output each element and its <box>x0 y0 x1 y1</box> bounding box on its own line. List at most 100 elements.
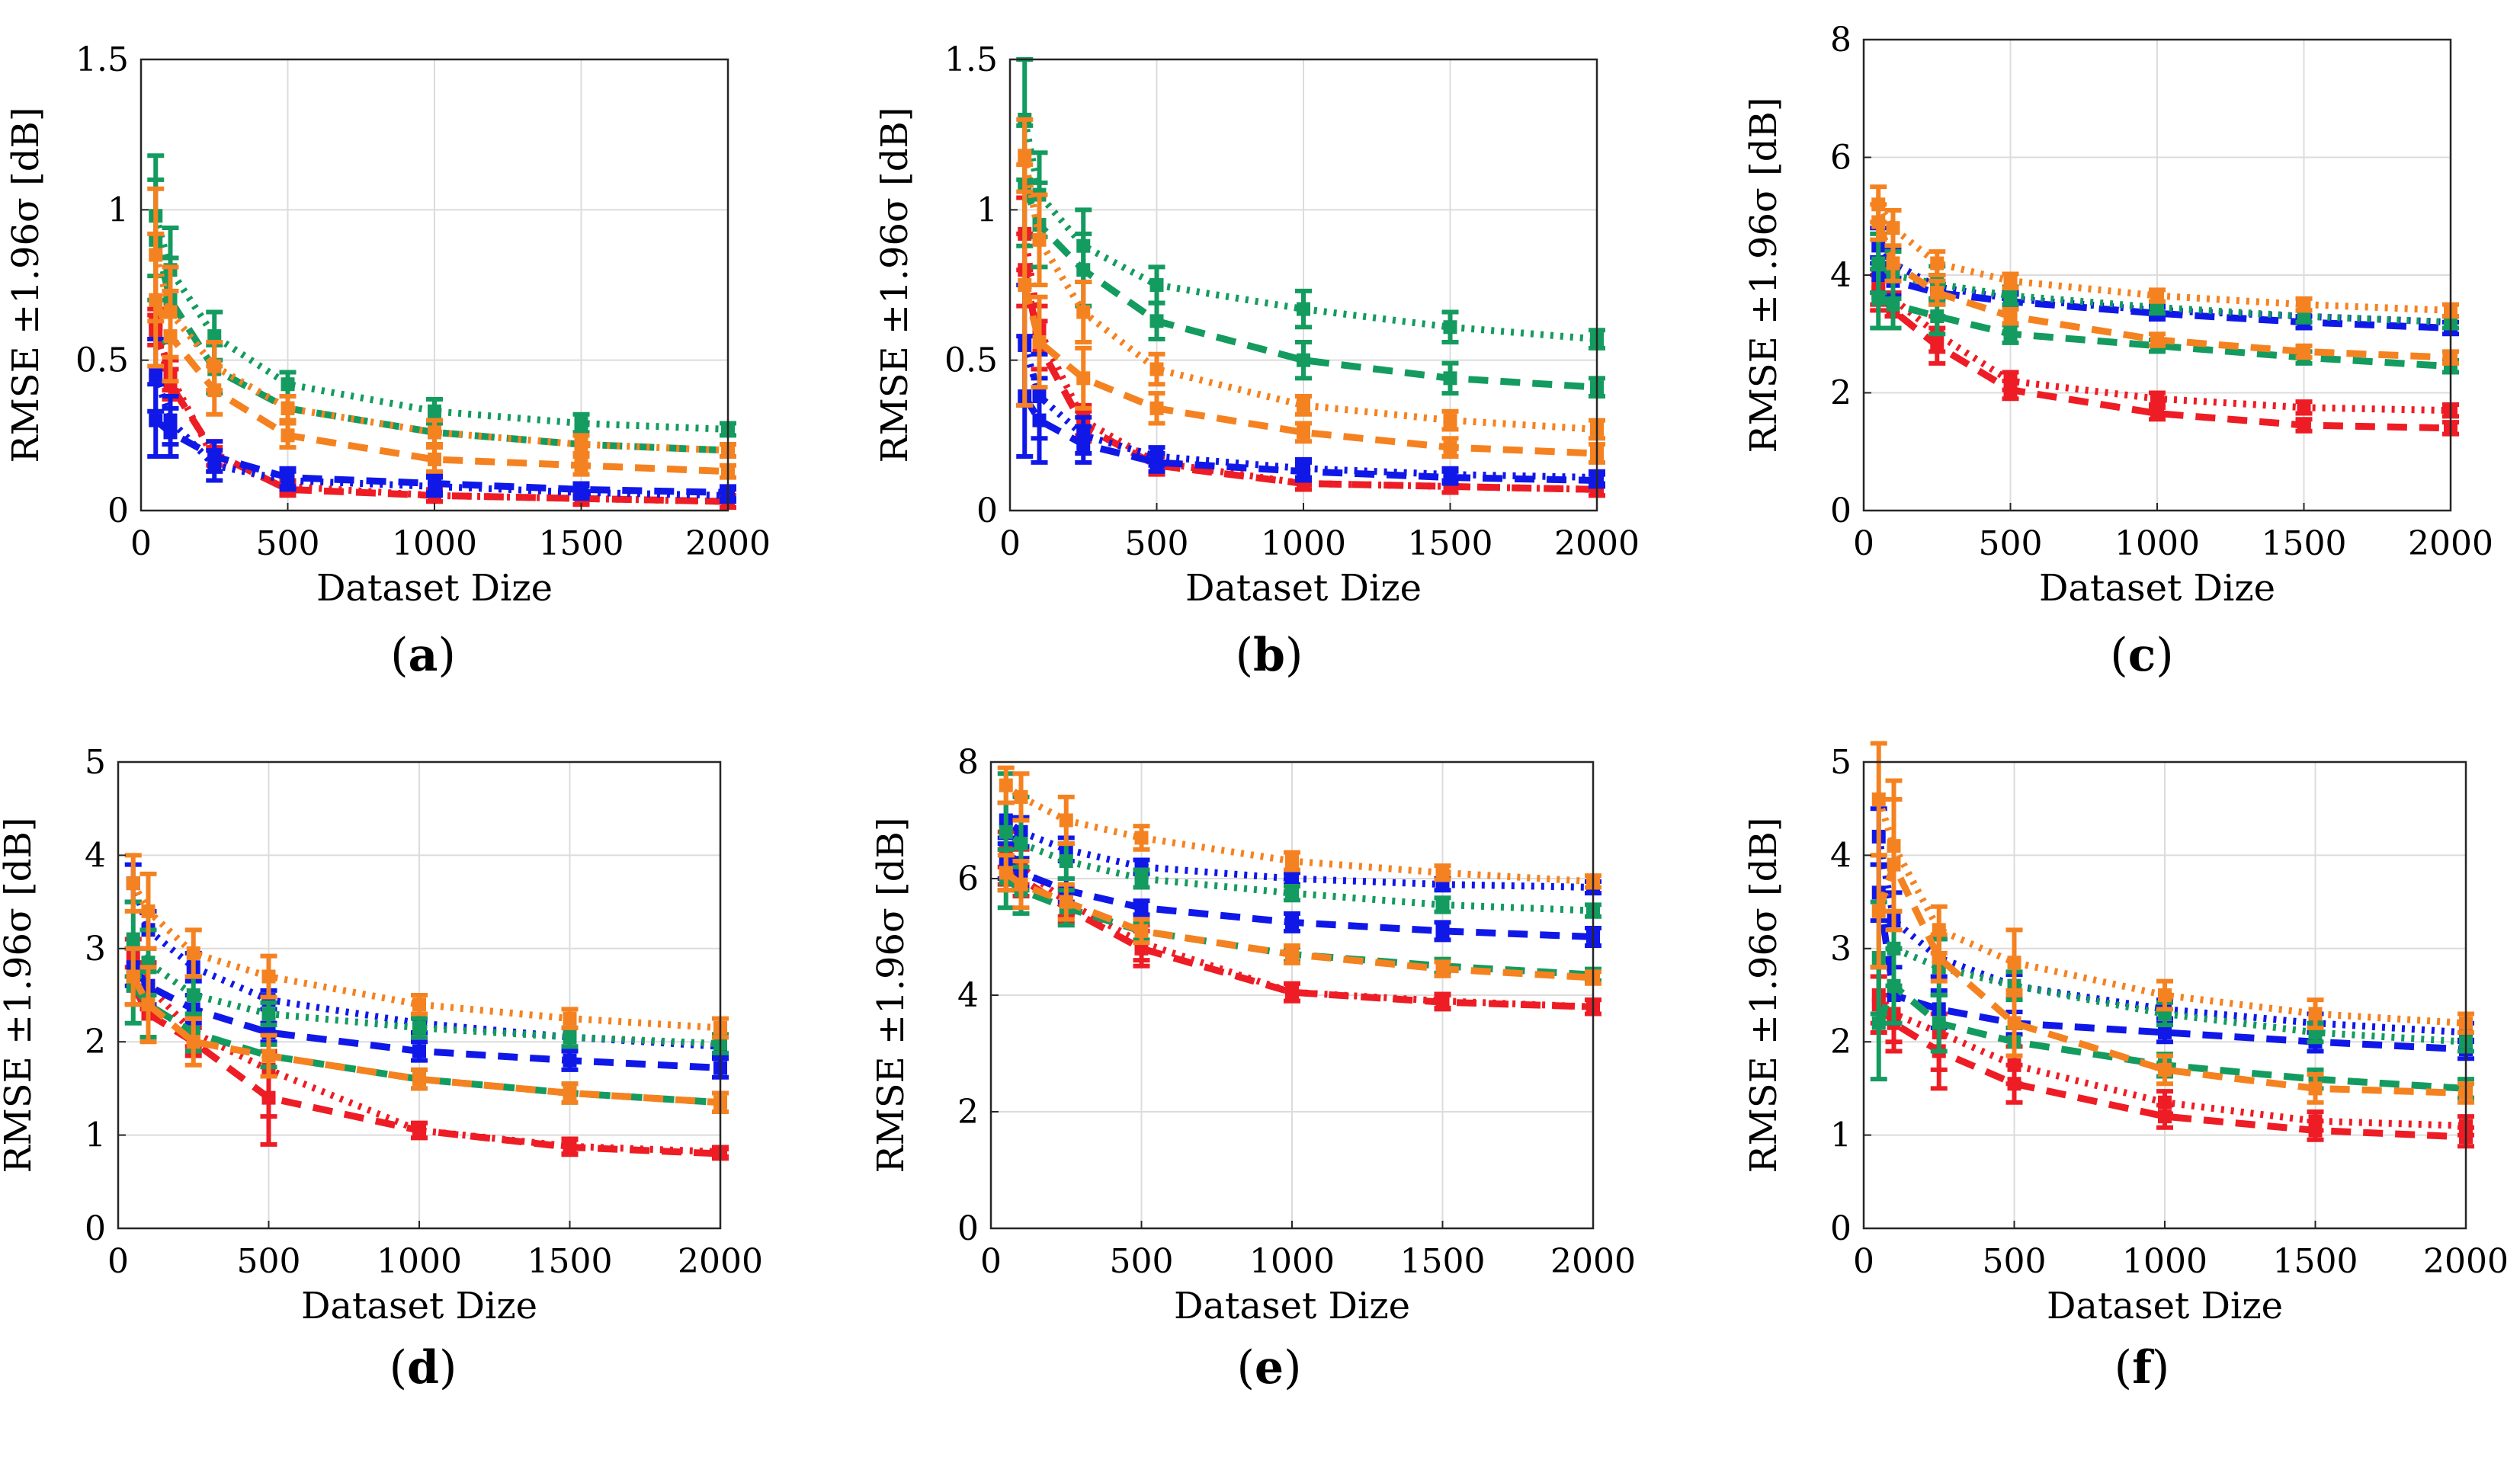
data-point <box>563 1140 577 1154</box>
data-point <box>412 1044 426 1058</box>
x-tick-label: 1500 <box>1408 524 1493 563</box>
data-point <box>1149 401 1164 415</box>
y-tick-label: 4 <box>1830 256 1852 295</box>
data-point <box>1059 813 1073 828</box>
data-point <box>126 876 140 891</box>
data-point <box>2297 297 2311 312</box>
data-point <box>1887 978 1901 993</box>
data-point <box>563 1011 577 1026</box>
data-point <box>2308 1007 2323 1021</box>
data-point <box>2158 1109 2172 1124</box>
chart-panel-d: 0 500 1000 1500 2000 0 1 2 3 4 5 Dataset Dize RMSE ±… <box>0 743 763 1394</box>
y-tick-label: 0 <box>1830 1209 1852 1248</box>
data-point <box>1285 854 1299 869</box>
data-point <box>1014 877 1028 892</box>
y-tick-label: 4 <box>957 976 979 1015</box>
y-tick-label: 3 <box>85 930 106 969</box>
data-point <box>1886 221 1900 235</box>
data-point <box>999 824 1013 839</box>
data-point <box>1134 872 1149 885</box>
panel-caption: (a) <box>390 629 456 682</box>
data-point <box>574 482 588 497</box>
data-point <box>261 1090 276 1105</box>
data-point <box>1285 915 1299 930</box>
data-point <box>1435 962 1450 976</box>
y-tick-label: 4 <box>1830 836 1852 875</box>
data-point <box>563 1030 577 1045</box>
x-tick-label: 500 <box>1110 1242 1174 1281</box>
data-point <box>1930 338 1945 353</box>
data-point <box>1443 470 1457 485</box>
panel-caption: (e) <box>1236 1341 1301 1394</box>
data-point <box>2007 1077 2021 1091</box>
data-point <box>1076 437 1091 452</box>
y-tick-label: 1 <box>1830 1116 1852 1155</box>
data-point <box>1076 263 1091 277</box>
x-tick-label: 1500 <box>539 524 624 563</box>
data-point <box>2150 406 2164 421</box>
data-point <box>126 969 140 984</box>
data-point <box>2003 309 2018 324</box>
data-point <box>281 377 295 392</box>
data-point <box>2003 274 2018 288</box>
data-point <box>1932 951 1946 965</box>
data-point <box>1297 425 1310 440</box>
data-point <box>186 1035 200 1049</box>
data-point <box>2297 418 2311 432</box>
data-point <box>999 866 1013 880</box>
data-point <box>2003 383 2018 397</box>
x-tick-label: 1000 <box>377 1242 462 1281</box>
y-tick-label: 5 <box>1830 743 1852 782</box>
x-tick-label: 500 <box>256 524 320 563</box>
data-point <box>428 476 441 491</box>
data-point <box>186 946 200 960</box>
data-point <box>2297 309 2311 324</box>
panel-caption: (f) <box>2114 1341 2170 1394</box>
data-point <box>1435 924 1450 938</box>
data-point <box>1443 371 1457 386</box>
x-tick-label: 0 <box>1853 524 1874 563</box>
data-point <box>2308 1081 2323 1096</box>
x-axis-label: Dataset Dize <box>301 1285 537 1327</box>
data-point <box>2297 344 2311 359</box>
y-axis-label: RMSE ±1.96σ [dB] <box>0 817 40 1173</box>
data-point <box>1435 898 1450 912</box>
x-tick-label: 1000 <box>2114 524 2200 563</box>
data-point <box>1435 866 1450 880</box>
y-tick-label: 0 <box>85 1209 106 1248</box>
data-point <box>149 293 163 307</box>
data-point <box>2297 400 2311 415</box>
panel-caption: (b) <box>1236 629 1303 682</box>
y-tick-label: 1 <box>976 191 998 229</box>
y-tick-label: 0 <box>107 491 129 530</box>
data-point <box>1134 941 1149 956</box>
data-point <box>1285 872 1299 885</box>
data-point <box>126 932 140 946</box>
data-point <box>1930 256 1945 271</box>
x-axis-label: Dataset Dize <box>2047 1285 2283 1327</box>
x-tick-label: 0 <box>107 1242 129 1281</box>
data-point <box>999 778 1013 792</box>
data-point <box>1059 895 1073 909</box>
data-point <box>1285 886 1299 901</box>
data-point <box>163 425 178 440</box>
data-point <box>207 449 222 463</box>
y-tick-label: 4 <box>85 836 106 875</box>
x-tick-label: 1000 <box>392 524 477 563</box>
data-point <box>412 997 426 1012</box>
data-point <box>2150 332 2164 347</box>
data-point <box>412 1123 426 1138</box>
data-point <box>2158 1025 2172 1039</box>
data-point <box>1149 362 1164 376</box>
data-point <box>1076 305 1091 319</box>
x-tick-label: 1000 <box>2122 1242 2207 1281</box>
y-tick-label: 0 <box>976 491 998 530</box>
data-point <box>428 404 441 418</box>
y-tick-label: 0.5 <box>944 341 998 380</box>
data-point <box>574 416 588 431</box>
chart-panel-e: 0 500 1000 1500 2000 0 2 4 6 8 Dataset Dize RMSE ±1… <box>870 743 1636 1394</box>
data-point <box>2158 988 2172 1002</box>
data-point <box>1871 291 1886 306</box>
y-tick-label: 6 <box>1830 139 1852 178</box>
